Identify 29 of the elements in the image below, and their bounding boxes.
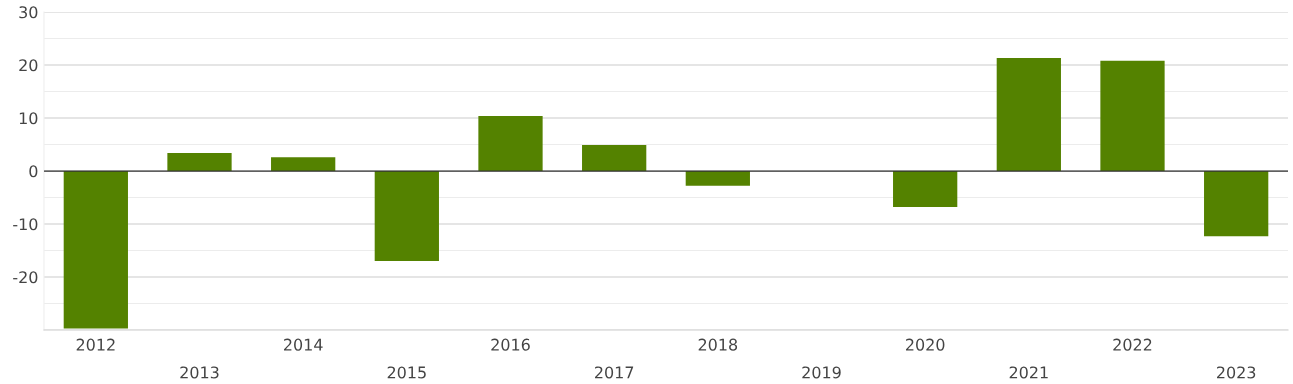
x-tick-label: 2016: [491, 338, 530, 351]
y-tick-label: 20: [19, 59, 38, 72]
bar: [374, 171, 439, 262]
x-tick-label: 2020: [906, 338, 945, 351]
bar: [1100, 60, 1165, 171]
bar: [63, 171, 128, 329]
x-tick-label: 2019: [802, 366, 841, 379]
x-tick-label: 2015: [387, 366, 426, 379]
x-tick-label: 2014: [284, 338, 323, 351]
y-tick-label: -20: [13, 271, 38, 284]
y-tick-label: 0: [29, 165, 38, 178]
x-tick-label: 2013: [180, 366, 219, 379]
y-tick-label: -10: [13, 218, 38, 231]
x-tick-label: 2012: [76, 338, 115, 351]
y-tick-label: 30: [19, 6, 38, 19]
bar: [1204, 171, 1269, 237]
x-tick-label: 2017: [595, 366, 634, 379]
x-tick-label: 2018: [698, 338, 738, 351]
bar: [478, 115, 543, 171]
x-tick-label: 2021: [1009, 366, 1048, 379]
y-tick-label: 10: [19, 112, 38, 125]
bar: [271, 157, 336, 171]
bar: [685, 171, 750, 186]
bar: [996, 58, 1061, 171]
bar: [582, 145, 647, 171]
bar: [167, 152, 232, 171]
bar: [893, 171, 958, 208]
x-tick-label: 2022: [1113, 338, 1152, 351]
x-tick-label: 2023: [1217, 366, 1256, 379]
